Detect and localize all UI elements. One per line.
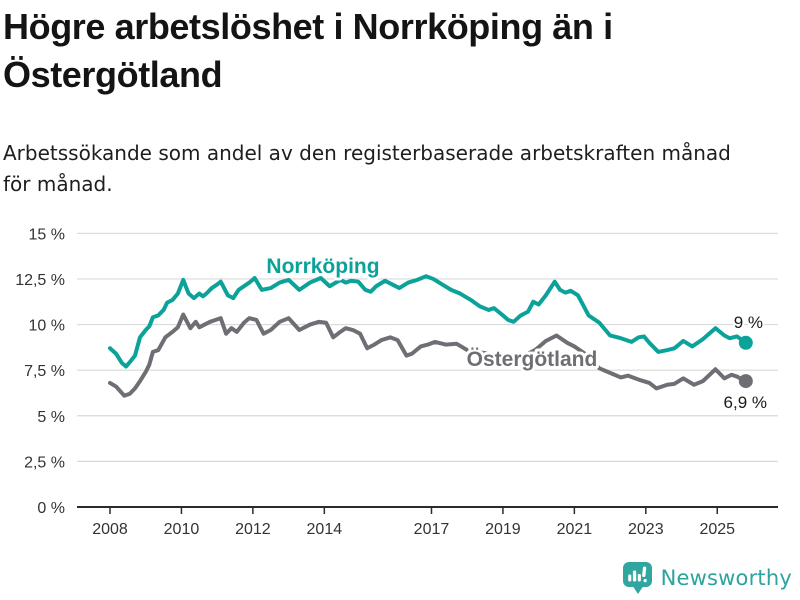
x-tick-label: 2014 xyxy=(307,521,343,538)
x-tick-label: 2012 xyxy=(235,521,271,538)
chart-title: Högre arbetslöshet i Norrköping än i Öst… xyxy=(3,6,613,95)
grid-layer: 0 % 2,5 % 5 % 7,5 % 10 % 12,5 % 15 % 2008 2010 20… xyxy=(15,226,778,538)
x-tick-label: 2019 xyxy=(485,521,521,538)
x-tick-label: 2025 xyxy=(699,521,735,538)
end-value-label-ostergotland: 6,9 % xyxy=(724,393,767,412)
brand-footer-link[interactable]: Newsworthy xyxy=(622,561,792,595)
y-tick-label: 7,5 % xyxy=(24,363,65,380)
y-tick-label: 12,5 % xyxy=(15,272,65,289)
end-value-label-norrkoping: 9 % xyxy=(734,313,763,332)
y-tick-label: 5 % xyxy=(37,409,65,426)
newsworthy-logo-icon xyxy=(622,562,652,594)
y-tick-label: 2,5 % xyxy=(24,454,65,471)
x-tick-label: 2017 xyxy=(414,521,450,538)
y-tick-label: 10 % xyxy=(29,318,65,335)
end-dot-ostergotland xyxy=(738,374,753,389)
x-tick-label: 2023 xyxy=(628,521,664,538)
series-label-norrkoping: Norrköping xyxy=(266,255,379,278)
x-tick-label: 2010 xyxy=(164,521,200,538)
series-label-ostergotland: Östergötland xyxy=(467,348,598,371)
label-layer: Norrköping 9 % Östergötland 6,9 % xyxy=(263,252,769,414)
y-tick-label: 15 % xyxy=(29,226,65,243)
x-tick-label: 2021 xyxy=(557,521,593,538)
series-line-ostergotland xyxy=(108,312,748,398)
y-tick-label: 0 % xyxy=(37,500,65,517)
brand-name: Newsworthy xyxy=(660,566,792,590)
series-layer xyxy=(108,274,753,398)
x-tick-label: 2008 xyxy=(92,521,128,538)
end-dot-norrkoping xyxy=(738,335,753,350)
series-line-norrkoping xyxy=(108,274,748,369)
chart-subtitle: Arbetssökande som andel av den registerb… xyxy=(3,141,731,196)
